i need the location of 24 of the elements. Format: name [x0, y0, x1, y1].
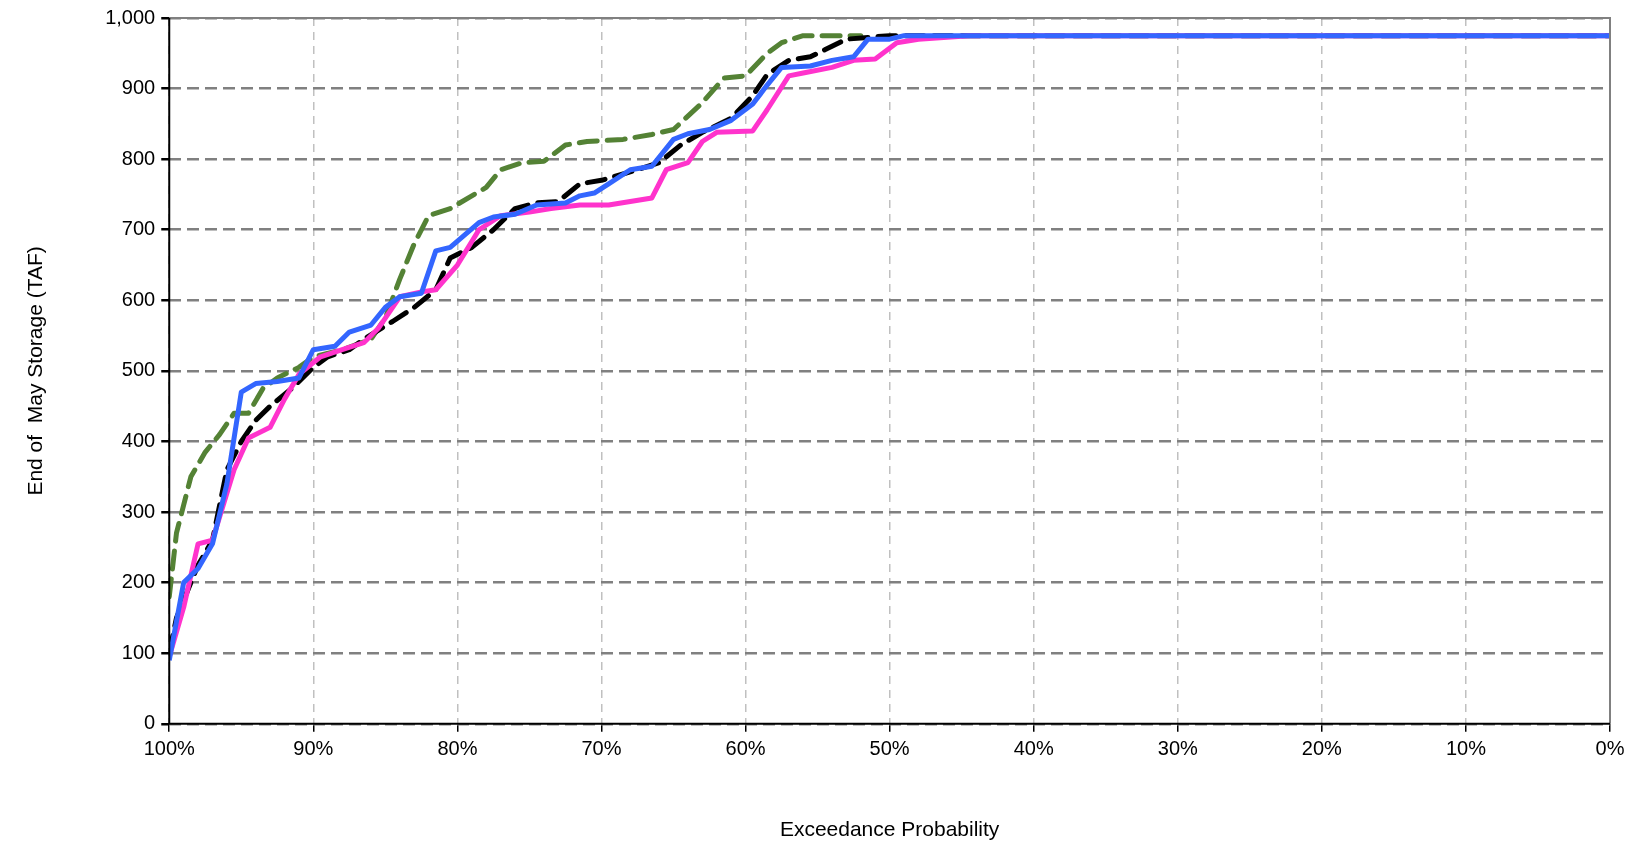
- x-tick-label: 10%: [1445, 737, 1487, 760]
- y-tick-label: 700: [121, 217, 156, 240]
- y-tick-label: 0: [144, 711, 156, 734]
- y-tick-label: 1,000: [105, 5, 156, 28]
- x-tick-label: 90%: [293, 737, 334, 760]
- x-tick-label: 40%: [1013, 737, 1054, 760]
- x-tick-label: 60%: [725, 737, 766, 760]
- y-tick-label: 300: [121, 499, 156, 522]
- y-tick-label: 200: [121, 570, 156, 593]
- y-axis-title: End of May Storage (TAF): [23, 246, 47, 496]
- x-tick-label: 80%: [437, 737, 478, 760]
- x-tick-label: 0%: [1595, 737, 1625, 760]
- x-tick-label: 30%: [1157, 737, 1199, 760]
- x-axis-title: Exceedance Probability: [779, 817, 1000, 841]
- y-tick-label: 600: [121, 287, 156, 310]
- x-tick-label: 100%: [143, 737, 196, 760]
- y-tick-label: 500: [121, 358, 156, 381]
- y-tick-label: 100: [121, 640, 156, 663]
- y-tick-label: 800: [121, 146, 156, 169]
- x-tick-label: 20%: [1301, 737, 1343, 760]
- y-tick-label: 900: [121, 76, 156, 99]
- x-tick-label: 70%: [581, 737, 622, 760]
- y-tick-label: 400: [121, 429, 156, 451]
- x-tick-label: 50%: [869, 737, 910, 760]
